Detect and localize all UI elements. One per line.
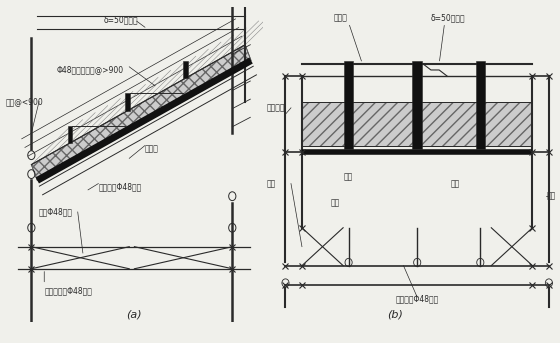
Text: 钢管拉杆: 钢管拉杆 <box>266 103 285 113</box>
Polygon shape <box>183 61 188 78</box>
Text: 背杆: 背杆 <box>450 179 459 188</box>
Text: δ=50踏步状: δ=50踏步状 <box>104 15 138 24</box>
Polygon shape <box>31 45 251 180</box>
Bar <box>302 102 533 146</box>
Text: 钢模: 钢模 <box>344 173 353 182</box>
Bar <box>475 60 485 149</box>
Text: 纵横水平杆Φ48钢管: 纵横水平杆Φ48钢管 <box>44 286 92 295</box>
Bar <box>344 60 353 149</box>
Text: 钢模板: 钢模板 <box>333 14 347 23</box>
Bar <box>412 60 422 149</box>
Text: 钢模板: 钢模板 <box>144 144 158 153</box>
Text: (b): (b) <box>388 309 403 319</box>
Text: 立杆: 立杆 <box>546 192 556 201</box>
Text: 立杆@<900: 立杆@<900 <box>6 97 43 106</box>
Text: 纵横背杆Φ48钢管: 纵横背杆Φ48钢管 <box>99 182 142 191</box>
Bar <box>302 102 533 146</box>
Polygon shape <box>125 93 130 111</box>
Text: Φ48钢管横拉杆@>900: Φ48钢管横拉杆@>900 <box>57 66 124 74</box>
Polygon shape <box>68 126 72 143</box>
Text: (a): (a) <box>127 309 142 319</box>
Text: 木模: 木模 <box>330 198 339 207</box>
Text: 斜撑Φ48钢管: 斜撑Φ48钢管 <box>39 208 73 216</box>
Text: δ=50踏步状: δ=50踏步状 <box>431 14 465 23</box>
Text: 斜撑: 斜撑 <box>266 179 276 188</box>
Text: 纵横背杆Φ48钢管: 纵横背杆Φ48钢管 <box>395 295 439 304</box>
